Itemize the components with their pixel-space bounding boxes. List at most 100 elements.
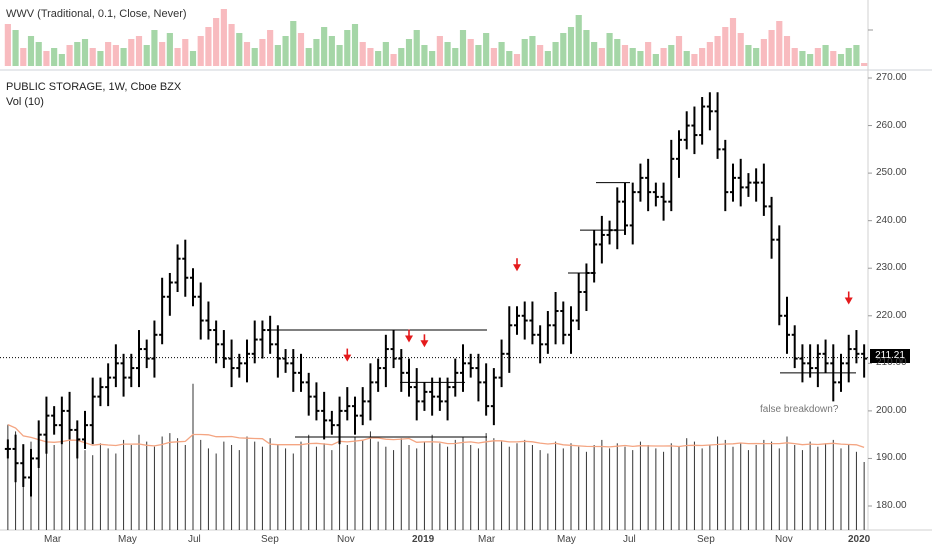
wwv-bar (51, 48, 58, 66)
wwv-bar (552, 42, 559, 66)
wwv-bar (691, 54, 698, 66)
wwv-bar (35, 42, 42, 66)
x-tick-label: Jul (623, 534, 636, 545)
wwv-bar (598, 48, 605, 66)
wwv-bar (753, 48, 760, 66)
wwv-bar (683, 51, 690, 66)
wwv-bar (159, 42, 166, 66)
wwv-bar (675, 36, 683, 66)
wwv-bar (182, 39, 189, 66)
wwv-bar (4, 24, 11, 66)
wwv-bar (521, 39, 528, 66)
wwv-bar (737, 33, 744, 66)
wwv-bar (143, 45, 150, 66)
wwv-bar (413, 30, 420, 66)
wwv-bar (853, 45, 860, 66)
wwv-bar (105, 42, 112, 66)
x-tick-label: Sep (697, 534, 715, 545)
wwv-bar (583, 30, 590, 66)
wwv-bar (791, 48, 798, 66)
signal-arrow (420, 340, 429, 348)
wwv-bar (220, 9, 227, 66)
wwv-bar (151, 30, 158, 66)
wwv-bar (12, 30, 19, 66)
wwv-bar (606, 33, 613, 66)
x-tick-label: Nov (337, 534, 355, 545)
wwv-bar (267, 30, 274, 66)
wwv-bar (27, 36, 35, 66)
wwv-bar (861, 63, 868, 66)
wwv-bar (799, 51, 806, 66)
wwv-bar (313, 39, 320, 66)
wwv-bar (359, 42, 366, 66)
x-tick-label: May (557, 534, 576, 545)
wwv-bar (475, 45, 482, 66)
wwv-bar (97, 51, 104, 66)
wwv-bar (251, 48, 258, 66)
wwv-bar (328, 36, 335, 66)
wwv-bar (166, 33, 173, 66)
wwv-bar (444, 42, 451, 66)
volume-ma-line (7, 424, 865, 449)
signal-arrow (343, 354, 352, 362)
wwv-bar (668, 45, 675, 66)
wwv-bar (830, 51, 837, 66)
wwv-bar (729, 18, 737, 66)
wwv-bar (483, 33, 490, 66)
wwv-bar (197, 36, 204, 66)
x-tick-label: Mar (44, 534, 62, 545)
wwv-bar (436, 36, 443, 66)
wwv-bar (213, 18, 220, 66)
y-tick-label: 260.00 (876, 119, 907, 131)
wwv-bar (259, 39, 266, 66)
y-tick-label: 220.00 (876, 309, 907, 321)
wwv-bar (367, 48, 374, 66)
wwv-bar (174, 48, 181, 66)
y-tick-label: 210.00 (876, 357, 907, 369)
wwv-bar (58, 54, 65, 66)
wwv-bar (351, 24, 359, 66)
wwv-bar (228, 24, 235, 66)
wwv-bar (513, 54, 521, 66)
y-tick-label: 230.00 (876, 262, 907, 274)
wwv-bar (560, 33, 567, 66)
y-tick-label: 190.00 (876, 452, 907, 464)
wwv-bar (652, 54, 659, 66)
wwv-bar (398, 48, 405, 66)
wwv-bar (290, 21, 297, 66)
wwv-bar (89, 48, 96, 66)
y-tick-label: 240.00 (876, 214, 907, 226)
wwv-bar (120, 48, 127, 66)
x-tick-label: Sep (261, 534, 279, 545)
last-price-tag: 211.21 (870, 349, 910, 363)
wwv-bar (421, 45, 428, 66)
wwv-bar (706, 42, 713, 66)
x-tick-label: 2019 (412, 534, 435, 545)
wwv-bar (637, 51, 644, 66)
wwv-bar (344, 30, 351, 66)
chart-annotation: false breakdown? (760, 404, 839, 415)
wwv-bar (614, 39, 621, 66)
wwv-bar (375, 51, 382, 66)
wwv-bar (243, 42, 251, 66)
wwv-bar (66, 45, 73, 66)
wwv-bar (459, 30, 467, 66)
wwv-bar (20, 48, 27, 66)
wwv-bar (452, 48, 459, 66)
wwv-bar (544, 51, 551, 66)
wwv-bar (112, 45, 119, 66)
wwv-bar (591, 42, 598, 66)
wwv-bar (567, 27, 575, 66)
wwv-bar (336, 45, 343, 66)
x-tick-label: Jul (188, 534, 201, 545)
wwv-bar (845, 48, 852, 66)
wwv-bar (189, 51, 197, 66)
wwv-bar (282, 36, 289, 66)
wwv-bar (722, 27, 729, 66)
signal-arrow (844, 297, 853, 305)
wwv-bar (621, 45, 629, 66)
y-tick-label: 200.00 (876, 404, 907, 416)
volume-indicator-label: Vol (10) (6, 96, 44, 108)
signal-arrow (513, 264, 521, 272)
